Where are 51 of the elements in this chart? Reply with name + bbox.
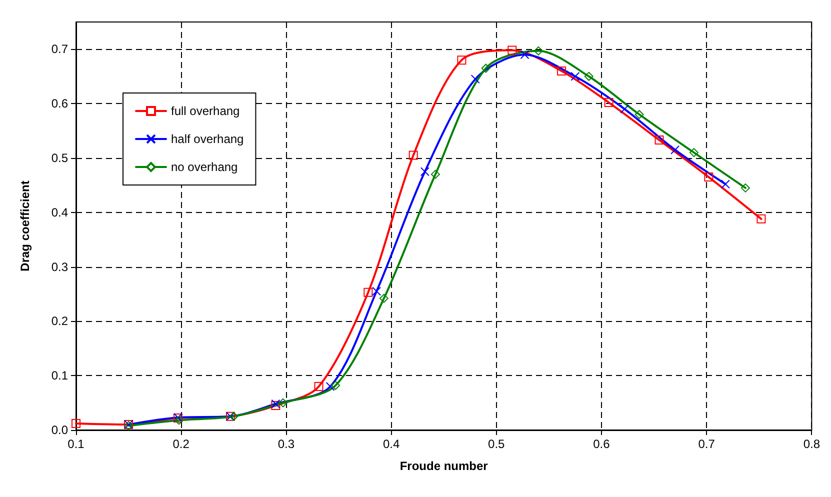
y-tick-label: 0.6 bbox=[51, 96, 68, 111]
point bbox=[570, 72, 580, 81]
x-tick-label: 0.6 bbox=[593, 437, 610, 451]
point bbox=[364, 288, 373, 297]
point bbox=[689, 148, 698, 158]
x-axis-title: Froude number bbox=[400, 459, 488, 473]
point bbox=[634, 110, 644, 119]
x-tick-label: 0.3 bbox=[278, 437, 295, 451]
point bbox=[457, 56, 466, 65]
point bbox=[72, 418, 80, 428]
point bbox=[520, 50, 530, 60]
y-axis-title: Drag coefficient bbox=[18, 180, 32, 272]
x-tick-label: 0.5 bbox=[488, 437, 506, 451]
point bbox=[654, 136, 664, 145]
y-tick-label: 0.7 bbox=[51, 42, 68, 56]
point bbox=[584, 72, 594, 81]
point bbox=[534, 46, 543, 56]
point bbox=[408, 150, 418, 160]
point bbox=[720, 180, 730, 189]
point bbox=[470, 74, 480, 84]
x-tick-label: 0.1 bbox=[68, 437, 85, 451]
y-tick-label: 0.2 bbox=[51, 314, 68, 328]
y-tick-label: 0.5 bbox=[51, 151, 68, 165]
point bbox=[379, 294, 388, 303]
legend-label: no overhang bbox=[171, 160, 238, 174]
point bbox=[756, 214, 766, 224]
y-tick-label: 0.1 bbox=[51, 368, 68, 383]
point bbox=[481, 64, 490, 73]
point bbox=[557, 66, 566, 76]
x-tick-label: 0.7 bbox=[698, 437, 716, 451]
point bbox=[372, 286, 382, 296]
point bbox=[278, 398, 288, 408]
x-tick-label: 0.2 bbox=[172, 437, 190, 451]
point bbox=[508, 46, 517, 55]
point bbox=[704, 172, 714, 182]
y-tick-label: 0.0 bbox=[51, 423, 68, 437]
point bbox=[670, 145, 680, 154]
point bbox=[331, 380, 340, 390]
x-tick-label: 0.8 bbox=[803, 437, 820, 451]
point bbox=[420, 167, 430, 176]
point bbox=[430, 170, 440, 179]
point bbox=[229, 412, 238, 421]
y-tick-label: 0.4 bbox=[51, 205, 68, 220]
legend-label: half overhang bbox=[171, 132, 244, 146]
point bbox=[604, 98, 614, 108]
y-tick-label: 0.3 bbox=[51, 260, 68, 274]
x-tick-label: 0.4 bbox=[382, 437, 400, 451]
legend-label: full overhang bbox=[171, 104, 240, 118]
point bbox=[620, 104, 630, 114]
point bbox=[314, 382, 324, 391]
point bbox=[740, 183, 750, 192]
